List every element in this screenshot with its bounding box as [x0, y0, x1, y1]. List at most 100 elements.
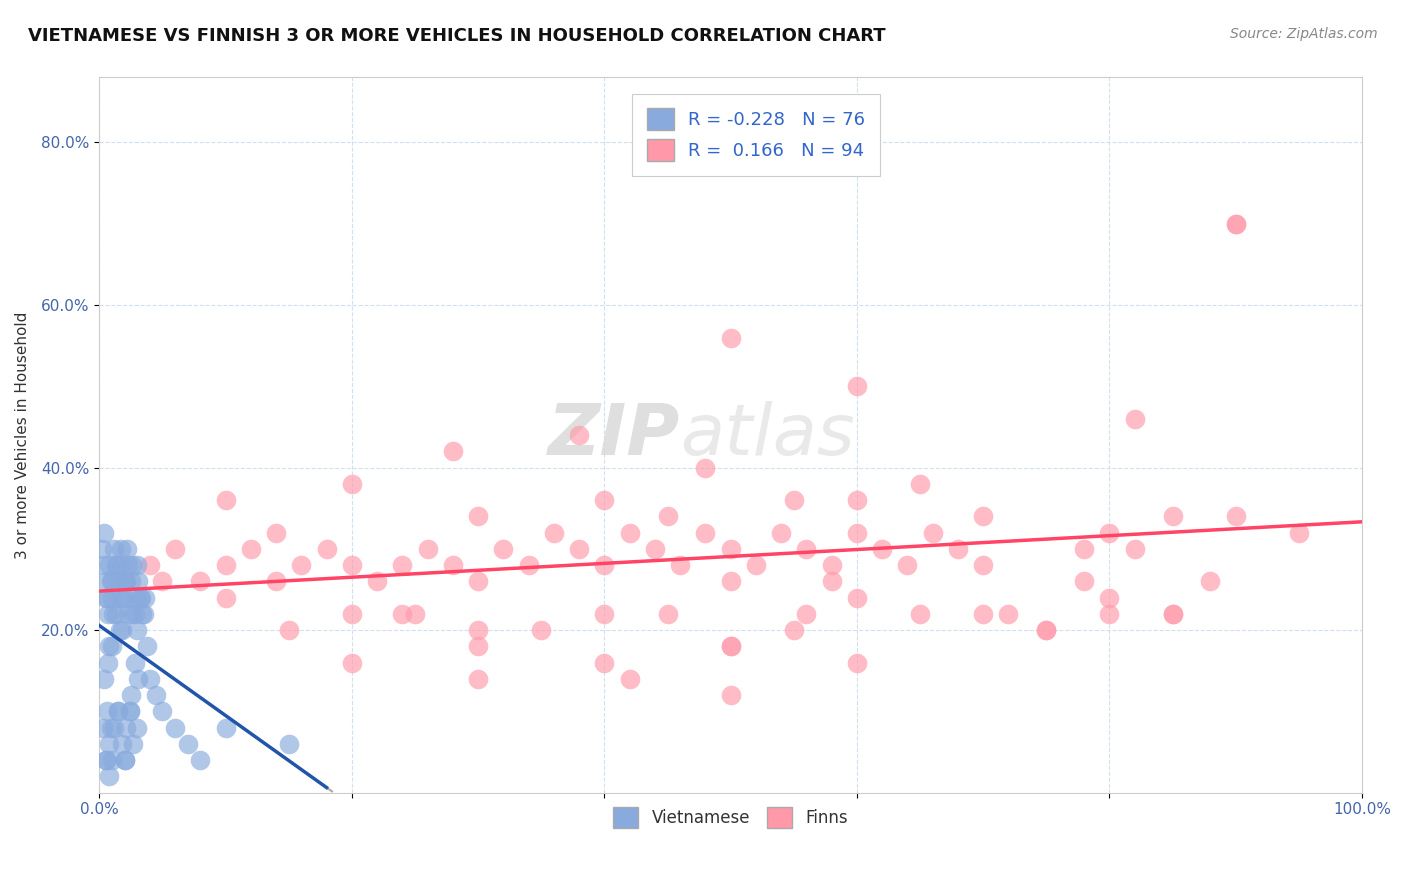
- Point: [127, 574, 149, 589]
- Point: [214, 721, 236, 735]
- Point: [115, 574, 138, 589]
- Point: [1161, 509, 1184, 524]
- Point: [1123, 411, 1146, 425]
- Point: [720, 640, 742, 654]
- Point: [101, 640, 124, 654]
- Point: [214, 493, 236, 508]
- Point: [972, 558, 994, 573]
- Point: [177, 737, 200, 751]
- Point: [783, 493, 806, 508]
- Point: [115, 541, 138, 556]
- Point: [103, 721, 125, 735]
- Point: [796, 541, 818, 556]
- Point: [783, 623, 806, 637]
- Point: [124, 656, 146, 670]
- Point: [695, 460, 717, 475]
- Point: [107, 574, 129, 589]
- Point: [568, 428, 591, 442]
- Point: [1098, 591, 1121, 605]
- Point: [796, 607, 818, 621]
- Point: [997, 607, 1019, 621]
- Point: [114, 753, 136, 767]
- Point: [896, 558, 918, 573]
- Point: [108, 591, 131, 605]
- Point: [720, 330, 742, 344]
- Point: [1123, 541, 1146, 556]
- Point: [908, 607, 931, 621]
- Point: [132, 607, 155, 621]
- Point: [125, 591, 148, 605]
- Point: [139, 558, 162, 573]
- Point: [127, 558, 149, 573]
- Point: [136, 640, 159, 654]
- Point: [845, 525, 868, 540]
- Point: [97, 656, 120, 670]
- Point: [114, 574, 136, 589]
- Point: [946, 541, 969, 556]
- Point: [111, 558, 134, 573]
- Point: [821, 574, 844, 589]
- Point: [98, 640, 121, 654]
- Point: [1035, 623, 1057, 637]
- Point: [669, 558, 692, 573]
- Point: [128, 591, 150, 605]
- Point: [404, 607, 426, 621]
- Point: [122, 737, 145, 751]
- Y-axis label: 3 or more Vehicles in Household: 3 or more Vehicles in Household: [15, 311, 30, 558]
- Point: [165, 541, 187, 556]
- Point: [908, 476, 931, 491]
- Point: [277, 737, 299, 751]
- Point: [1225, 217, 1247, 231]
- Point: [619, 672, 641, 686]
- Point: [103, 541, 125, 556]
- Point: [593, 493, 616, 508]
- Point: [97, 607, 120, 621]
- Point: [114, 753, 136, 767]
- Point: [720, 574, 742, 589]
- Point: [264, 574, 287, 589]
- Point: [972, 509, 994, 524]
- Point: [845, 493, 868, 508]
- Point: [120, 688, 142, 702]
- Point: [134, 591, 156, 605]
- Point: [568, 541, 591, 556]
- Point: [188, 574, 211, 589]
- Point: [124, 607, 146, 621]
- Point: [91, 558, 114, 573]
- Point: [467, 640, 489, 654]
- Point: [340, 476, 363, 491]
- Point: [108, 623, 131, 637]
- Point: [972, 607, 994, 621]
- Point: [94, 753, 117, 767]
- Point: [467, 623, 489, 637]
- Point: [127, 672, 149, 686]
- Point: [1098, 525, 1121, 540]
- Point: [104, 607, 127, 621]
- Point: [98, 769, 121, 783]
- Point: [619, 525, 641, 540]
- Point: [107, 705, 129, 719]
- Point: [96, 591, 118, 605]
- Point: [94, 574, 117, 589]
- Point: [188, 753, 211, 767]
- Point: [110, 541, 132, 556]
- Point: [870, 541, 893, 556]
- Point: [214, 558, 236, 573]
- Point: [107, 705, 129, 719]
- Point: [845, 379, 868, 393]
- Point: [114, 591, 136, 605]
- Point: [1098, 607, 1121, 621]
- Point: [1161, 607, 1184, 621]
- Point: [695, 525, 717, 540]
- Point: [105, 558, 128, 573]
- Point: [94, 591, 117, 605]
- Point: [165, 721, 187, 735]
- Point: [543, 525, 565, 540]
- Point: [103, 607, 125, 621]
- Point: [644, 541, 666, 556]
- Point: [100, 721, 122, 735]
- Point: [121, 558, 143, 573]
- Point: [1225, 217, 1247, 231]
- Point: [98, 737, 121, 751]
- Point: [111, 737, 134, 751]
